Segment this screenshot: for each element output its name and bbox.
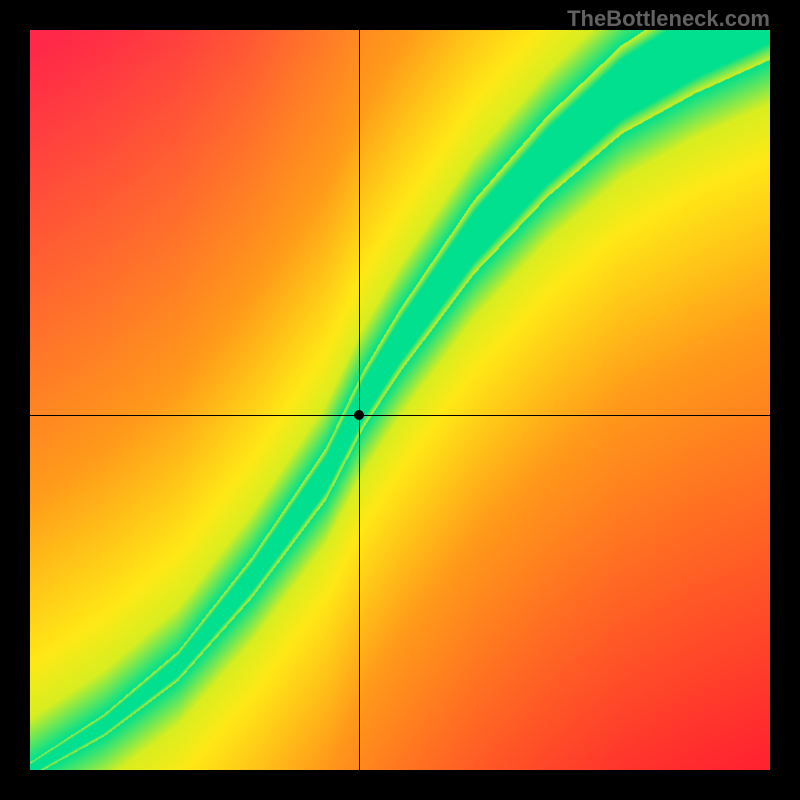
- heatmap-plot: [30, 30, 770, 770]
- crosshair-vertical: [359, 30, 360, 770]
- crosshair-horizontal: [30, 415, 770, 416]
- watermark-text: TheBottleneck.com: [567, 6, 770, 32]
- crosshair-marker: [354, 410, 364, 420]
- heatmap-canvas: [30, 30, 770, 770]
